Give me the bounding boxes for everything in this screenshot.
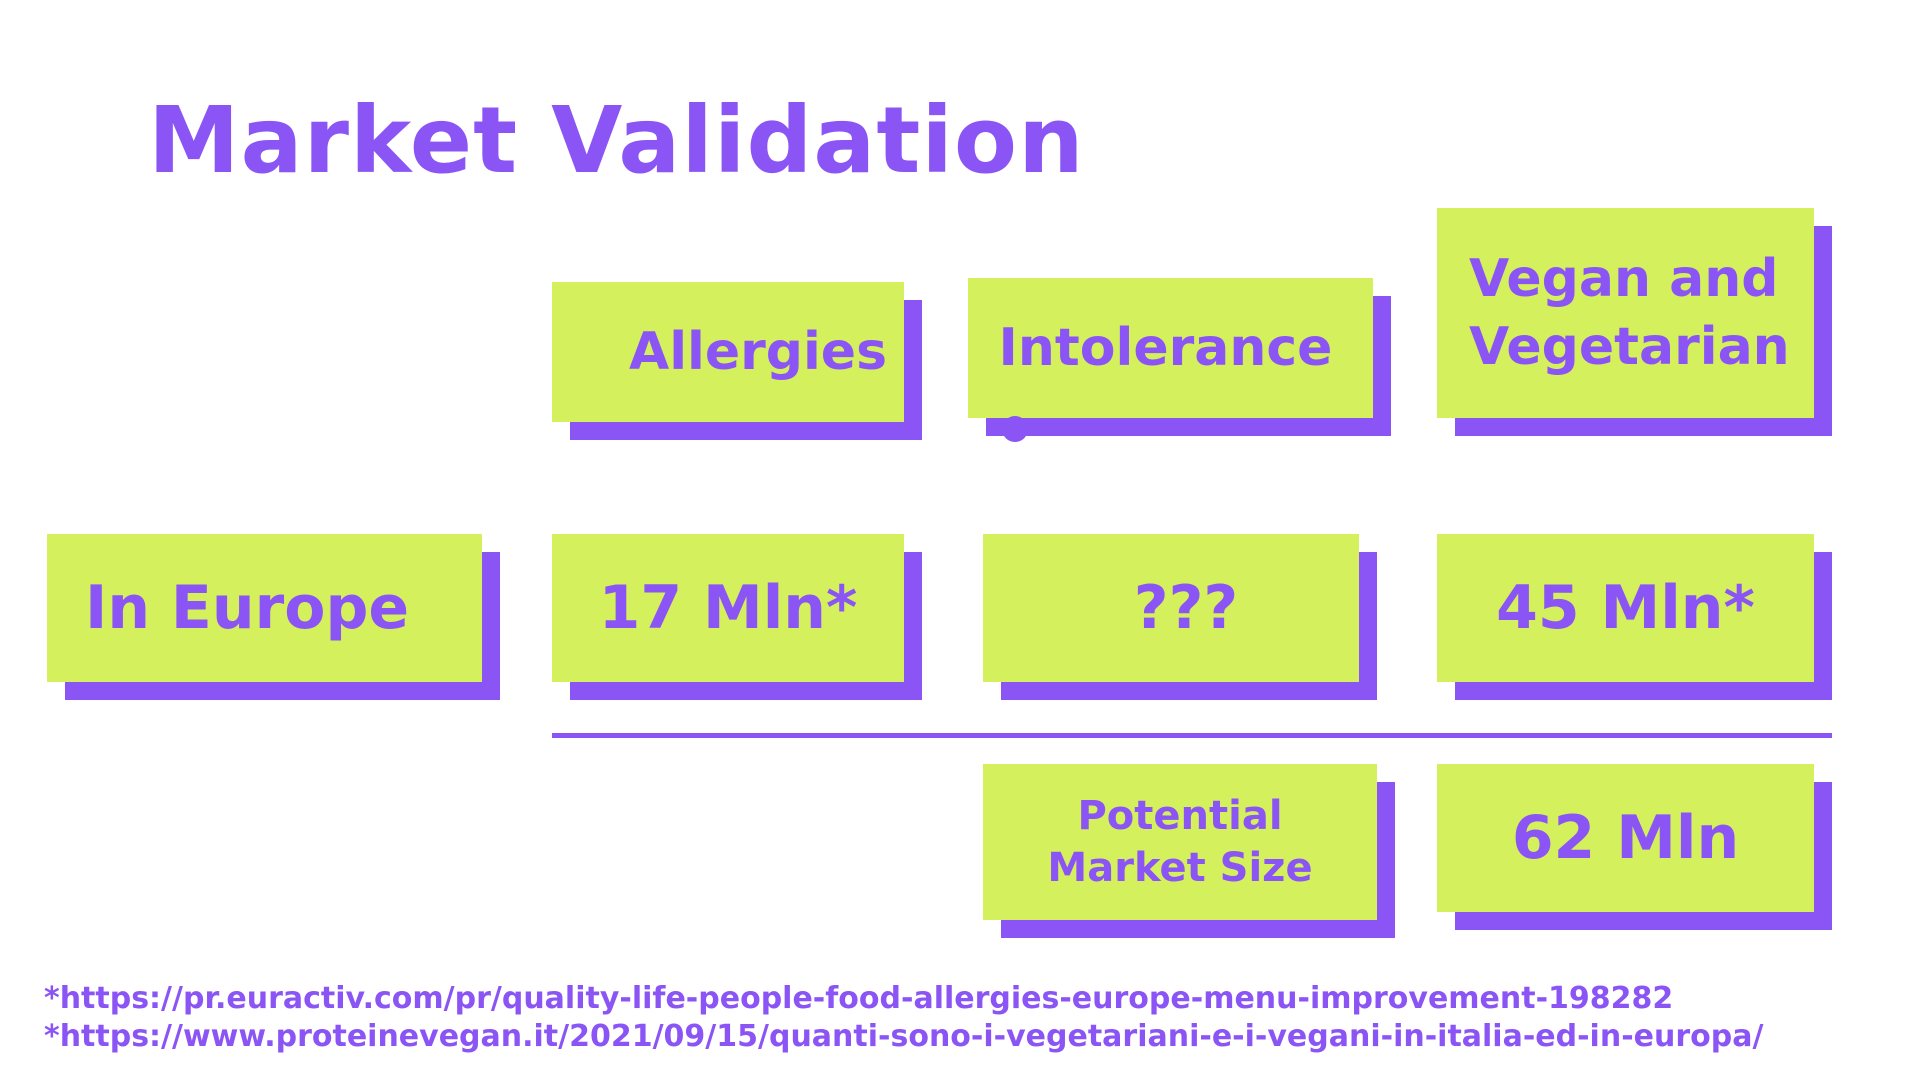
value-intolerance-text: ??? xyxy=(1133,573,1239,643)
sum-divider-line xyxy=(552,733,1832,738)
column-header-vegan-vegetarian: Vegan and Vegetarian xyxy=(1437,208,1814,418)
footnote-vegan-source: *https://www.proteinevegan.it/2021/09/15… xyxy=(44,1019,1764,1054)
potential-market-size-value: 62 Mln xyxy=(1437,764,1814,912)
column-header-intolerance: Intolerance xyxy=(968,278,1373,418)
potential-label-line1: Potential xyxy=(1077,793,1283,839)
bullet-dot-icon xyxy=(1002,416,1028,442)
potential-label-text: Potential Market Size xyxy=(1047,790,1312,894)
potential-market-size-label: Potential Market Size xyxy=(983,764,1377,920)
column-header-vegan-line2: Vegetarian xyxy=(1469,317,1790,377)
footnote-allergies-source: *https://pr.euractiv.com/pr/quality-life… xyxy=(44,981,1674,1016)
potential-label-line2: Market Size xyxy=(1047,845,1313,891)
column-header-intolerance-label: Intolerance xyxy=(998,318,1333,378)
row-label-text: In Europe xyxy=(85,573,410,643)
footnotes: *https://pr.euractiv.com/pr/quality-life… xyxy=(44,980,1904,1056)
potential-value-text: 62 Mln xyxy=(1511,803,1740,873)
value-intolerance: ??? xyxy=(983,534,1359,682)
value-allergies-text: 17 Mln* xyxy=(598,573,858,643)
column-header-allergies: Allergies xyxy=(552,282,904,422)
column-header-allergies-label: Allergies xyxy=(628,322,888,382)
value-vegan-text: 45 Mln* xyxy=(1496,573,1755,643)
column-header-vegan-line1: Vegan and xyxy=(1469,249,1779,309)
column-header-vegan-text: Vegan and Vegetarian xyxy=(1469,245,1790,381)
value-allergies: 17 Mln* xyxy=(552,534,904,682)
page-title: Market Validation xyxy=(148,87,1085,194)
row-label-in-europe: In Europe xyxy=(47,534,482,682)
value-vegan-vegetarian: 45 Mln* xyxy=(1437,534,1814,682)
